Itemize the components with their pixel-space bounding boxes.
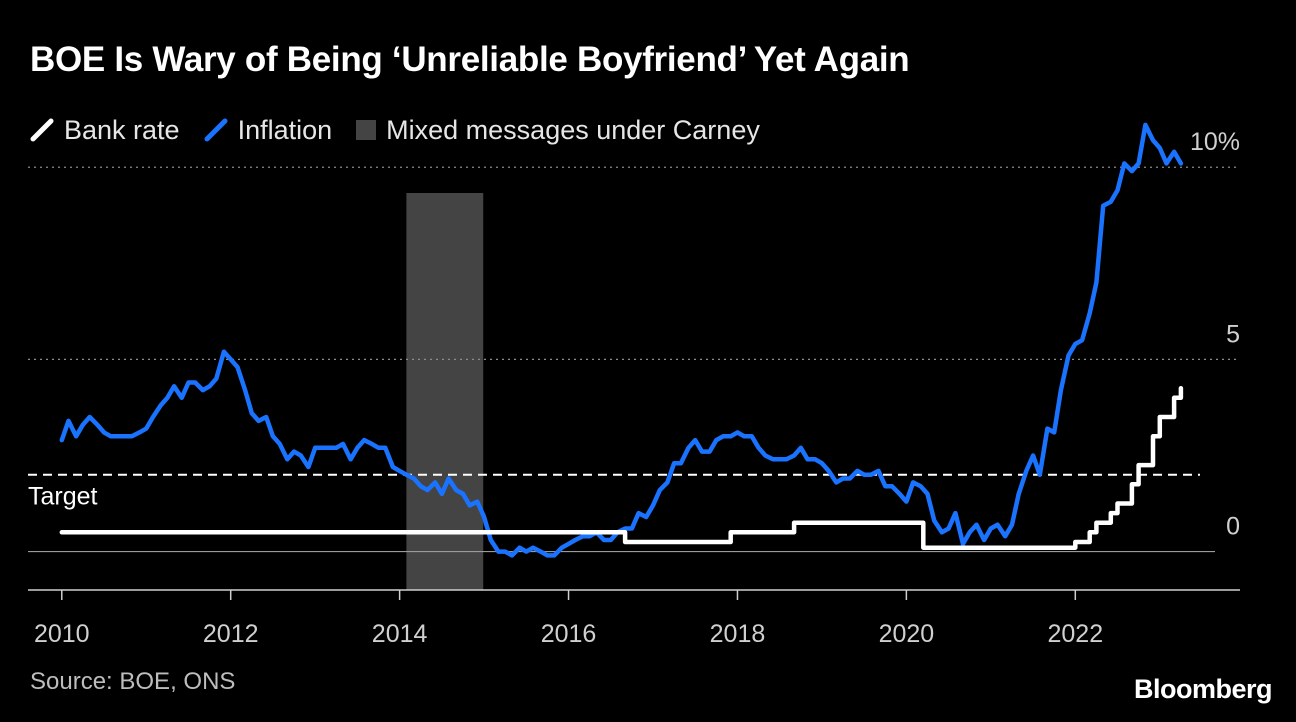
x-tick-label-2014: 2014 — [372, 620, 428, 648]
x-tick-label-2016: 2016 — [541, 620, 597, 648]
series-line-inflation — [59, 122, 1184, 558]
bloomberg-logo: Bloomberg — [1133, 674, 1273, 704]
legend-label-carney: Mixed messages under Carney — [386, 114, 760, 145]
x-tick-label-2018: 2018 — [710, 620, 766, 648]
x-tick-label-2012: 2012 — [203, 620, 259, 648]
shaded-region-swatch-icon — [356, 120, 377, 140]
chart-title: BOE Is Wary of Being ‘Unreliable Boyfrie… — [30, 40, 910, 79]
legend-label-inflation: Inflation — [237, 114, 333, 145]
bank-rate-swatch-icon — [30, 118, 54, 142]
inflation-swatch-icon — [204, 118, 228, 142]
legend-item-bank-rate: Bank rate — [30, 115, 180, 146]
series-line-bank-rate — [59, 385, 1184, 550]
y-tick-label-0: 0 — [1226, 513, 1240, 541]
x-tick-label-2020: 2020 — [879, 620, 935, 648]
target-label: Target — [28, 483, 98, 511]
legend-label-bank-rate: Bank rate — [64, 114, 180, 145]
x-tick-label-2010: 2010 — [34, 620, 90, 648]
x-tick-label-2022: 2022 — [1047, 620, 1103, 648]
y-tick-label-5: 5 — [1226, 320, 1240, 348]
y-tick-label-10: 10% — [1190, 128, 1240, 156]
legend: Bank rate Inflation Mixed messages under… — [30, 112, 784, 148]
legend-item-carney: Mixed messages under Carney — [356, 115, 760, 146]
source-note: Source: BOE, ONS — [30, 668, 236, 695]
carney-shaded-region — [406, 193, 484, 590]
legend-item-inflation: Inflation — [204, 114, 333, 146]
